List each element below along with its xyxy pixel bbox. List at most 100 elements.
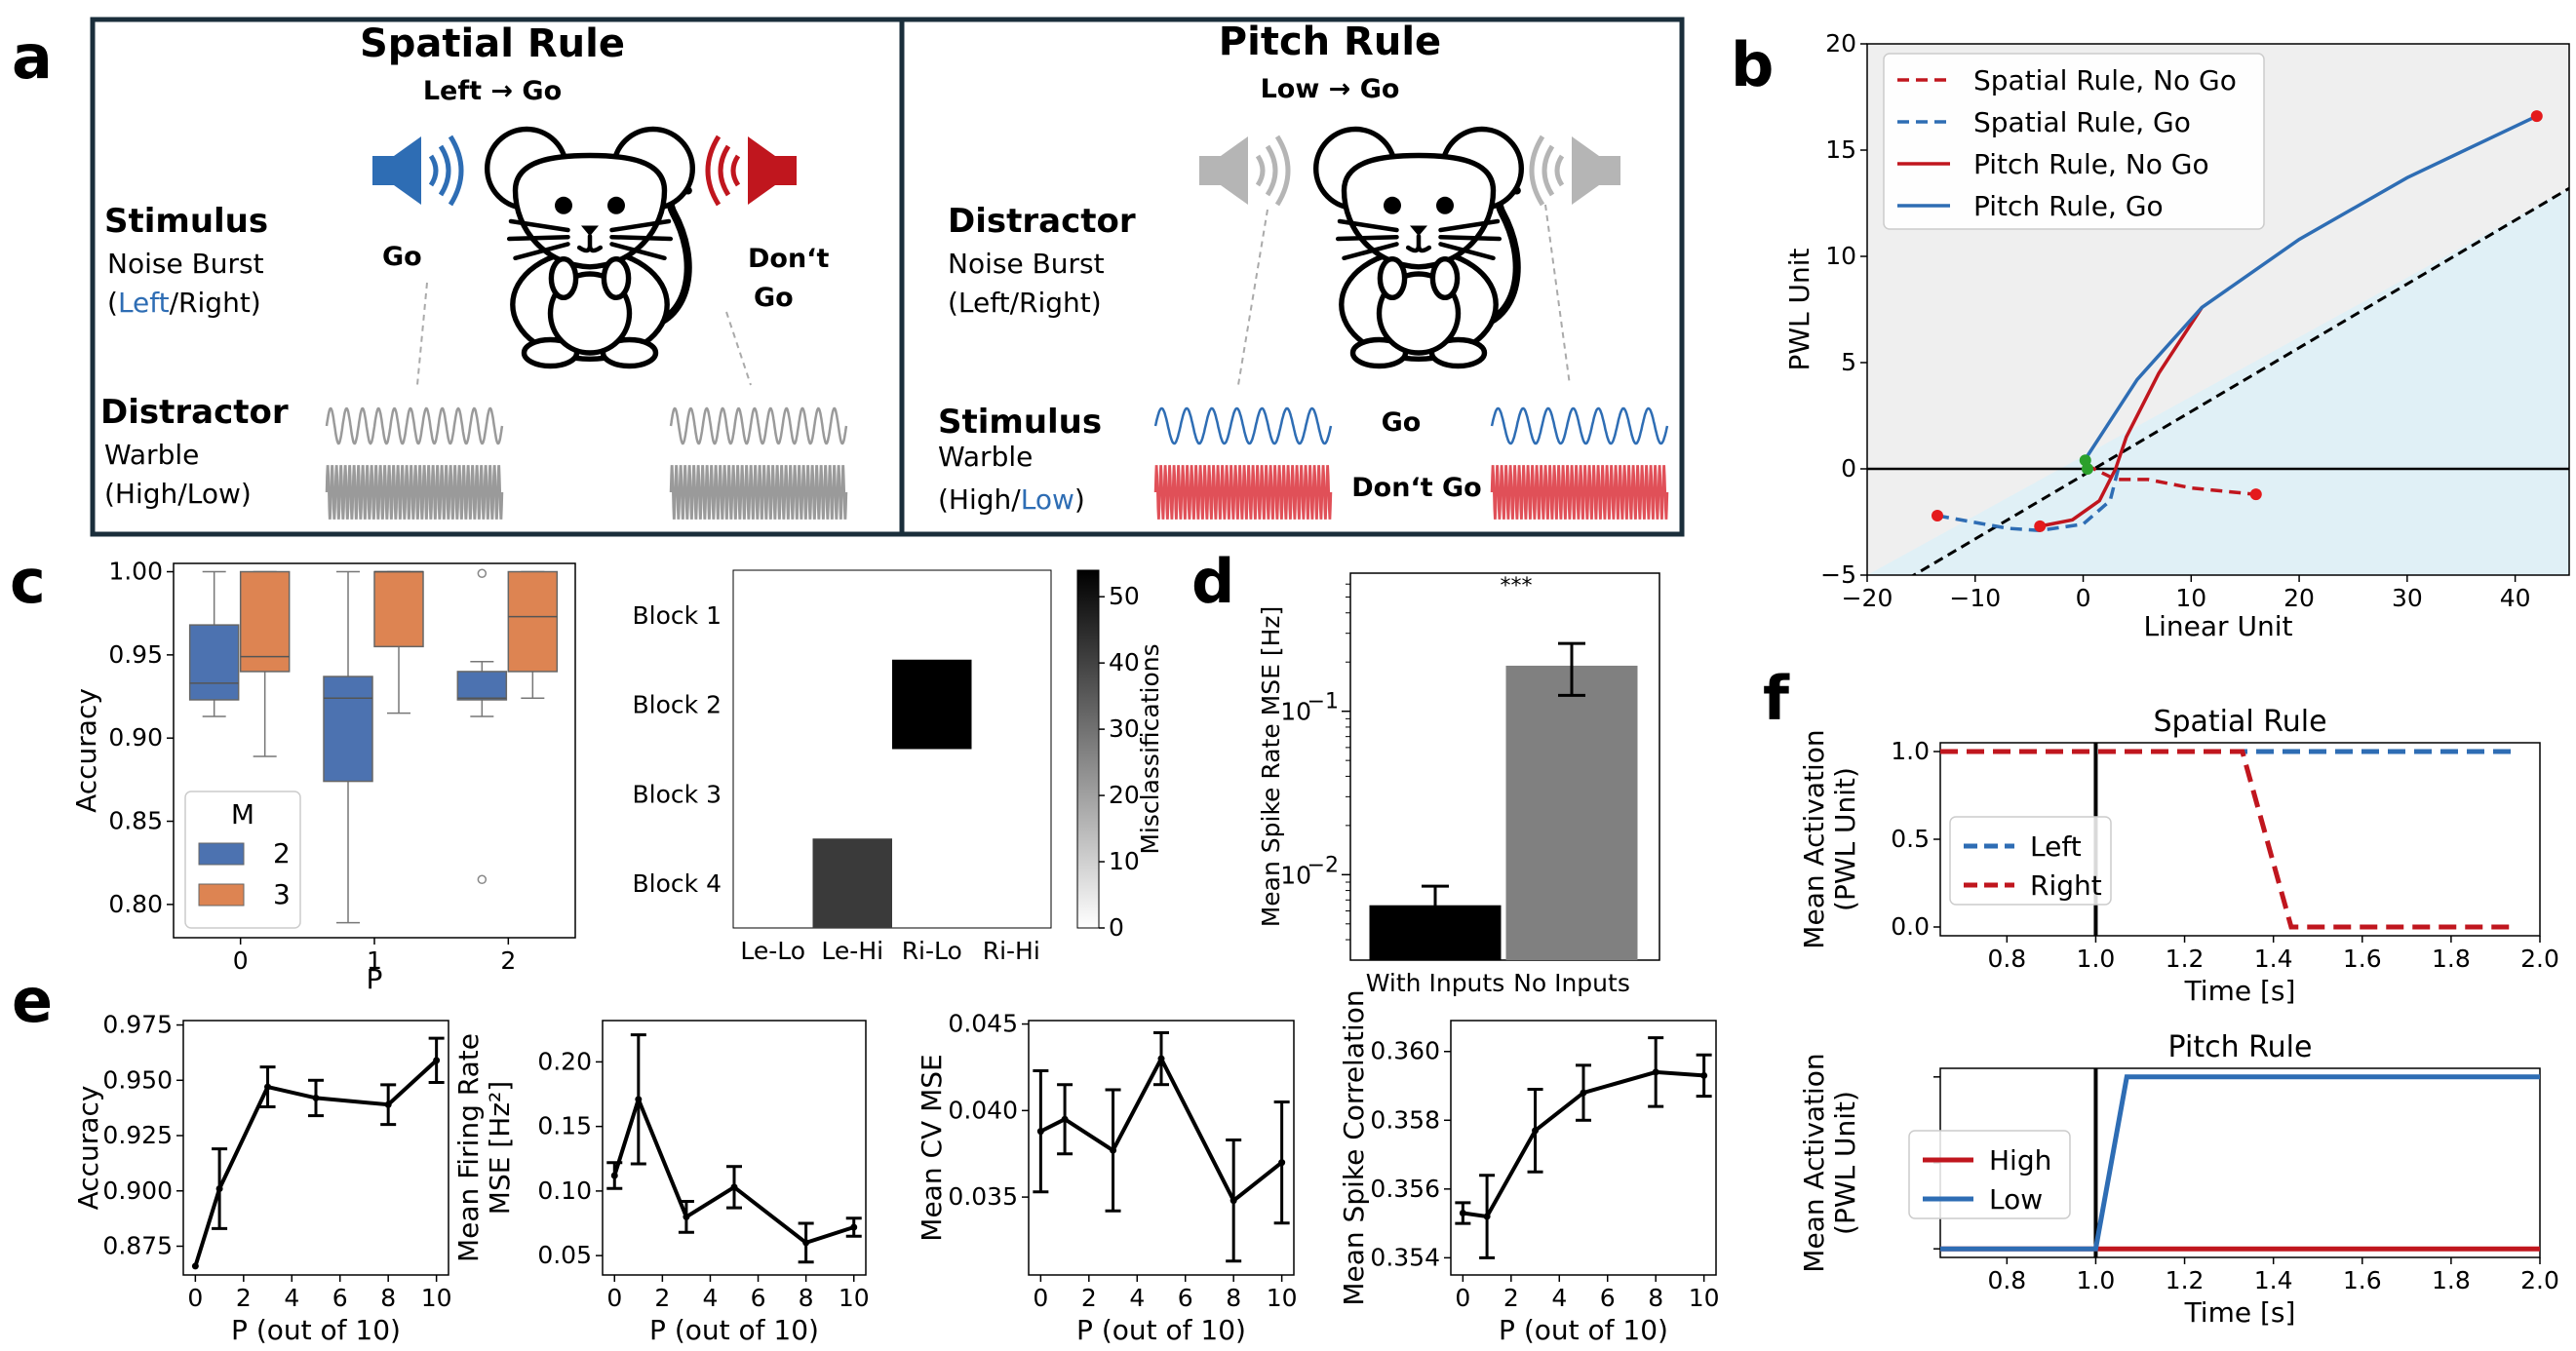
x-tick-label: 0	[1033, 1284, 1048, 1312]
legend-label: Pitch Rule, No Go	[1973, 148, 2209, 180]
x-tick-label: No Inputs	[1513, 969, 1630, 997]
col-label: Le-Lo	[740, 937, 805, 965]
speaker-right-grey-icon	[1529, 135, 1620, 207]
chart-title: Spatial Rule	[2153, 705, 2326, 739]
x-tick-label: 1.2	[2166, 945, 2205, 973]
box-m2	[323, 676, 373, 783]
x-tick-label: 30	[2392, 584, 2423, 612]
legend-label: High	[1989, 1144, 2051, 1177]
col-label: Le-Hi	[821, 937, 883, 965]
col-label: Ri-Hi	[983, 937, 1040, 965]
box-m2	[188, 624, 240, 701]
x-tick-label: 1.8	[2432, 1266, 2471, 1294]
x-tick-label: 2	[1081, 1284, 1097, 1312]
chart-e-correlation: 0 2 4 6 8 10 0.354 0.356 0.358 0.360 P (out of 10)…	[1338, 989, 1720, 1346]
outlier	[477, 568, 488, 578]
x-tick-label: 1.6	[2343, 945, 2382, 973]
y-tick-label: 0.950	[102, 1065, 173, 1094]
spatial-title: Spatial Rule	[360, 21, 625, 66]
end-point	[2530, 110, 2543, 123]
series-line	[1039, 1054, 1283, 1204]
trajectory-pitch-rule-go	[2082, 114, 2538, 464]
data-point	[1459, 1210, 1466, 1217]
speaker-right-icon	[705, 135, 797, 207]
x-tick-label: 0.8	[1987, 1266, 2026, 1294]
x-tick-label: 1.0	[2077, 945, 2116, 973]
legend-label: Left	[2030, 830, 2082, 863]
data-point	[1483, 1213, 1491, 1220]
x-axis-label: Linear Unit	[2144, 610, 2293, 642]
row-label: Block 2	[633, 691, 722, 719]
colorbar-tick-label: 20	[1109, 781, 1140, 809]
colorbar-label: Misclassifications	[1136, 643, 1164, 854]
x-tick-label: 0	[1455, 1284, 1470, 1312]
warble-high-wave	[325, 465, 504, 520]
colorbar	[1076, 569, 1100, 929]
legend-swatch	[198, 842, 245, 866]
y-tick-label: 0.05	[537, 1241, 592, 1269]
y-axis-label: PWL Unit	[1783, 248, 1815, 370]
y-tick-label: 15	[1825, 135, 1856, 164]
legend-label: Spatial Rule, No Go	[1973, 64, 2237, 96]
y-tick-label: 0.90	[108, 723, 163, 752]
pitch-go-label: Go	[1382, 407, 1422, 438]
box-m2	[456, 671, 508, 701]
mouse-spatial	[488, 130, 693, 367]
x-tick-label: −10	[1949, 584, 2001, 612]
warble-low-wave	[325, 406, 504, 445]
pitch-warble-waves	[1153, 406, 1669, 520]
spatial-stimulus-head: Stimulus	[104, 202, 268, 241]
x-tick-label: 6	[1600, 1284, 1616, 1312]
data-point	[610, 1172, 618, 1179]
data-point	[433, 1057, 441, 1064]
pitch-frame	[899, 17, 1685, 537]
x-axis-label: P (out of 10)	[231, 1314, 401, 1346]
heatmap-cell	[892, 659, 972, 750]
legend-label: Pitch Rule, Go	[1973, 190, 2164, 222]
x-tick-label: 1.6	[2343, 1266, 2382, 1294]
y-tick-label: 0.15	[537, 1112, 592, 1140]
y-tick-label: 0.354	[1370, 1243, 1440, 1271]
y-axis-label: Mean Activation	[1798, 729, 1830, 948]
chart-f-pitch: 0.8 1.0 1.2 1.4 1.6 1.8 2.0 Time [s] Mean Activa…	[1798, 1030, 2559, 1329]
colorbar-tick-label: 40	[1109, 648, 1140, 676]
outlier	[477, 874, 488, 885]
legend-label: 3	[273, 878, 291, 910]
chart-e-accuracy: 0 2 4 6 8 10 0.875 0.900 0.925 0.950 0.975 P (out o…	[72, 1011, 452, 1346]
data-point	[191, 1262, 199, 1270]
y-tick-label: 1.0	[1891, 737, 1930, 765]
x-tick-label: 8	[1226, 1284, 1241, 1312]
x-tick-label: 1.4	[2254, 945, 2293, 973]
legend-title: M	[231, 798, 254, 830]
x-tick-label: 0	[606, 1284, 622, 1312]
x-tick-label: 8	[799, 1284, 814, 1312]
y-tick-label: 20	[1825, 29, 1856, 58]
data-point	[384, 1100, 392, 1108]
lower-region	[1867, 188, 2569, 576]
x-tick-label: 6	[1178, 1284, 1193, 1312]
x-tick-label: 0	[187, 1284, 203, 1312]
x-tick-label: 2.0	[2520, 1266, 2559, 1294]
x-axis-label: P	[367, 963, 383, 995]
panel-label-c: c	[10, 546, 46, 617]
trajectory-spatial-rule-no-go	[2085, 463, 2256, 496]
colorbar-tick-label: 10	[1109, 847, 1140, 875]
y-tick-label: 0	[1841, 454, 1856, 482]
spatial-nogo-label-1: Don‘t	[748, 244, 829, 274]
row-label: Block 4	[633, 869, 722, 898]
panel-label-f: f	[1763, 663, 1790, 734]
x-axis-label: P (out of 10)	[1076, 1314, 1246, 1346]
y-tick-label: 5	[1841, 348, 1856, 376]
y-tick-label: −5	[1820, 560, 1856, 589]
x-tick-label: 0	[2076, 584, 2091, 612]
x-tick-label: 10	[1267, 1284, 1298, 1312]
y-axis-label: Mean Firing Rate	[452, 1033, 485, 1262]
y-tick-label: 0.035	[948, 1182, 1018, 1211]
y-tick-label: 0.358	[1370, 1105, 1440, 1134]
legend-label: 2	[273, 837, 291, 869]
data-point	[1036, 1128, 1044, 1136]
speaker-left-icon	[372, 135, 464, 207]
end-point	[2249, 488, 2262, 501]
col-label: Ri-Lo	[902, 937, 962, 965]
